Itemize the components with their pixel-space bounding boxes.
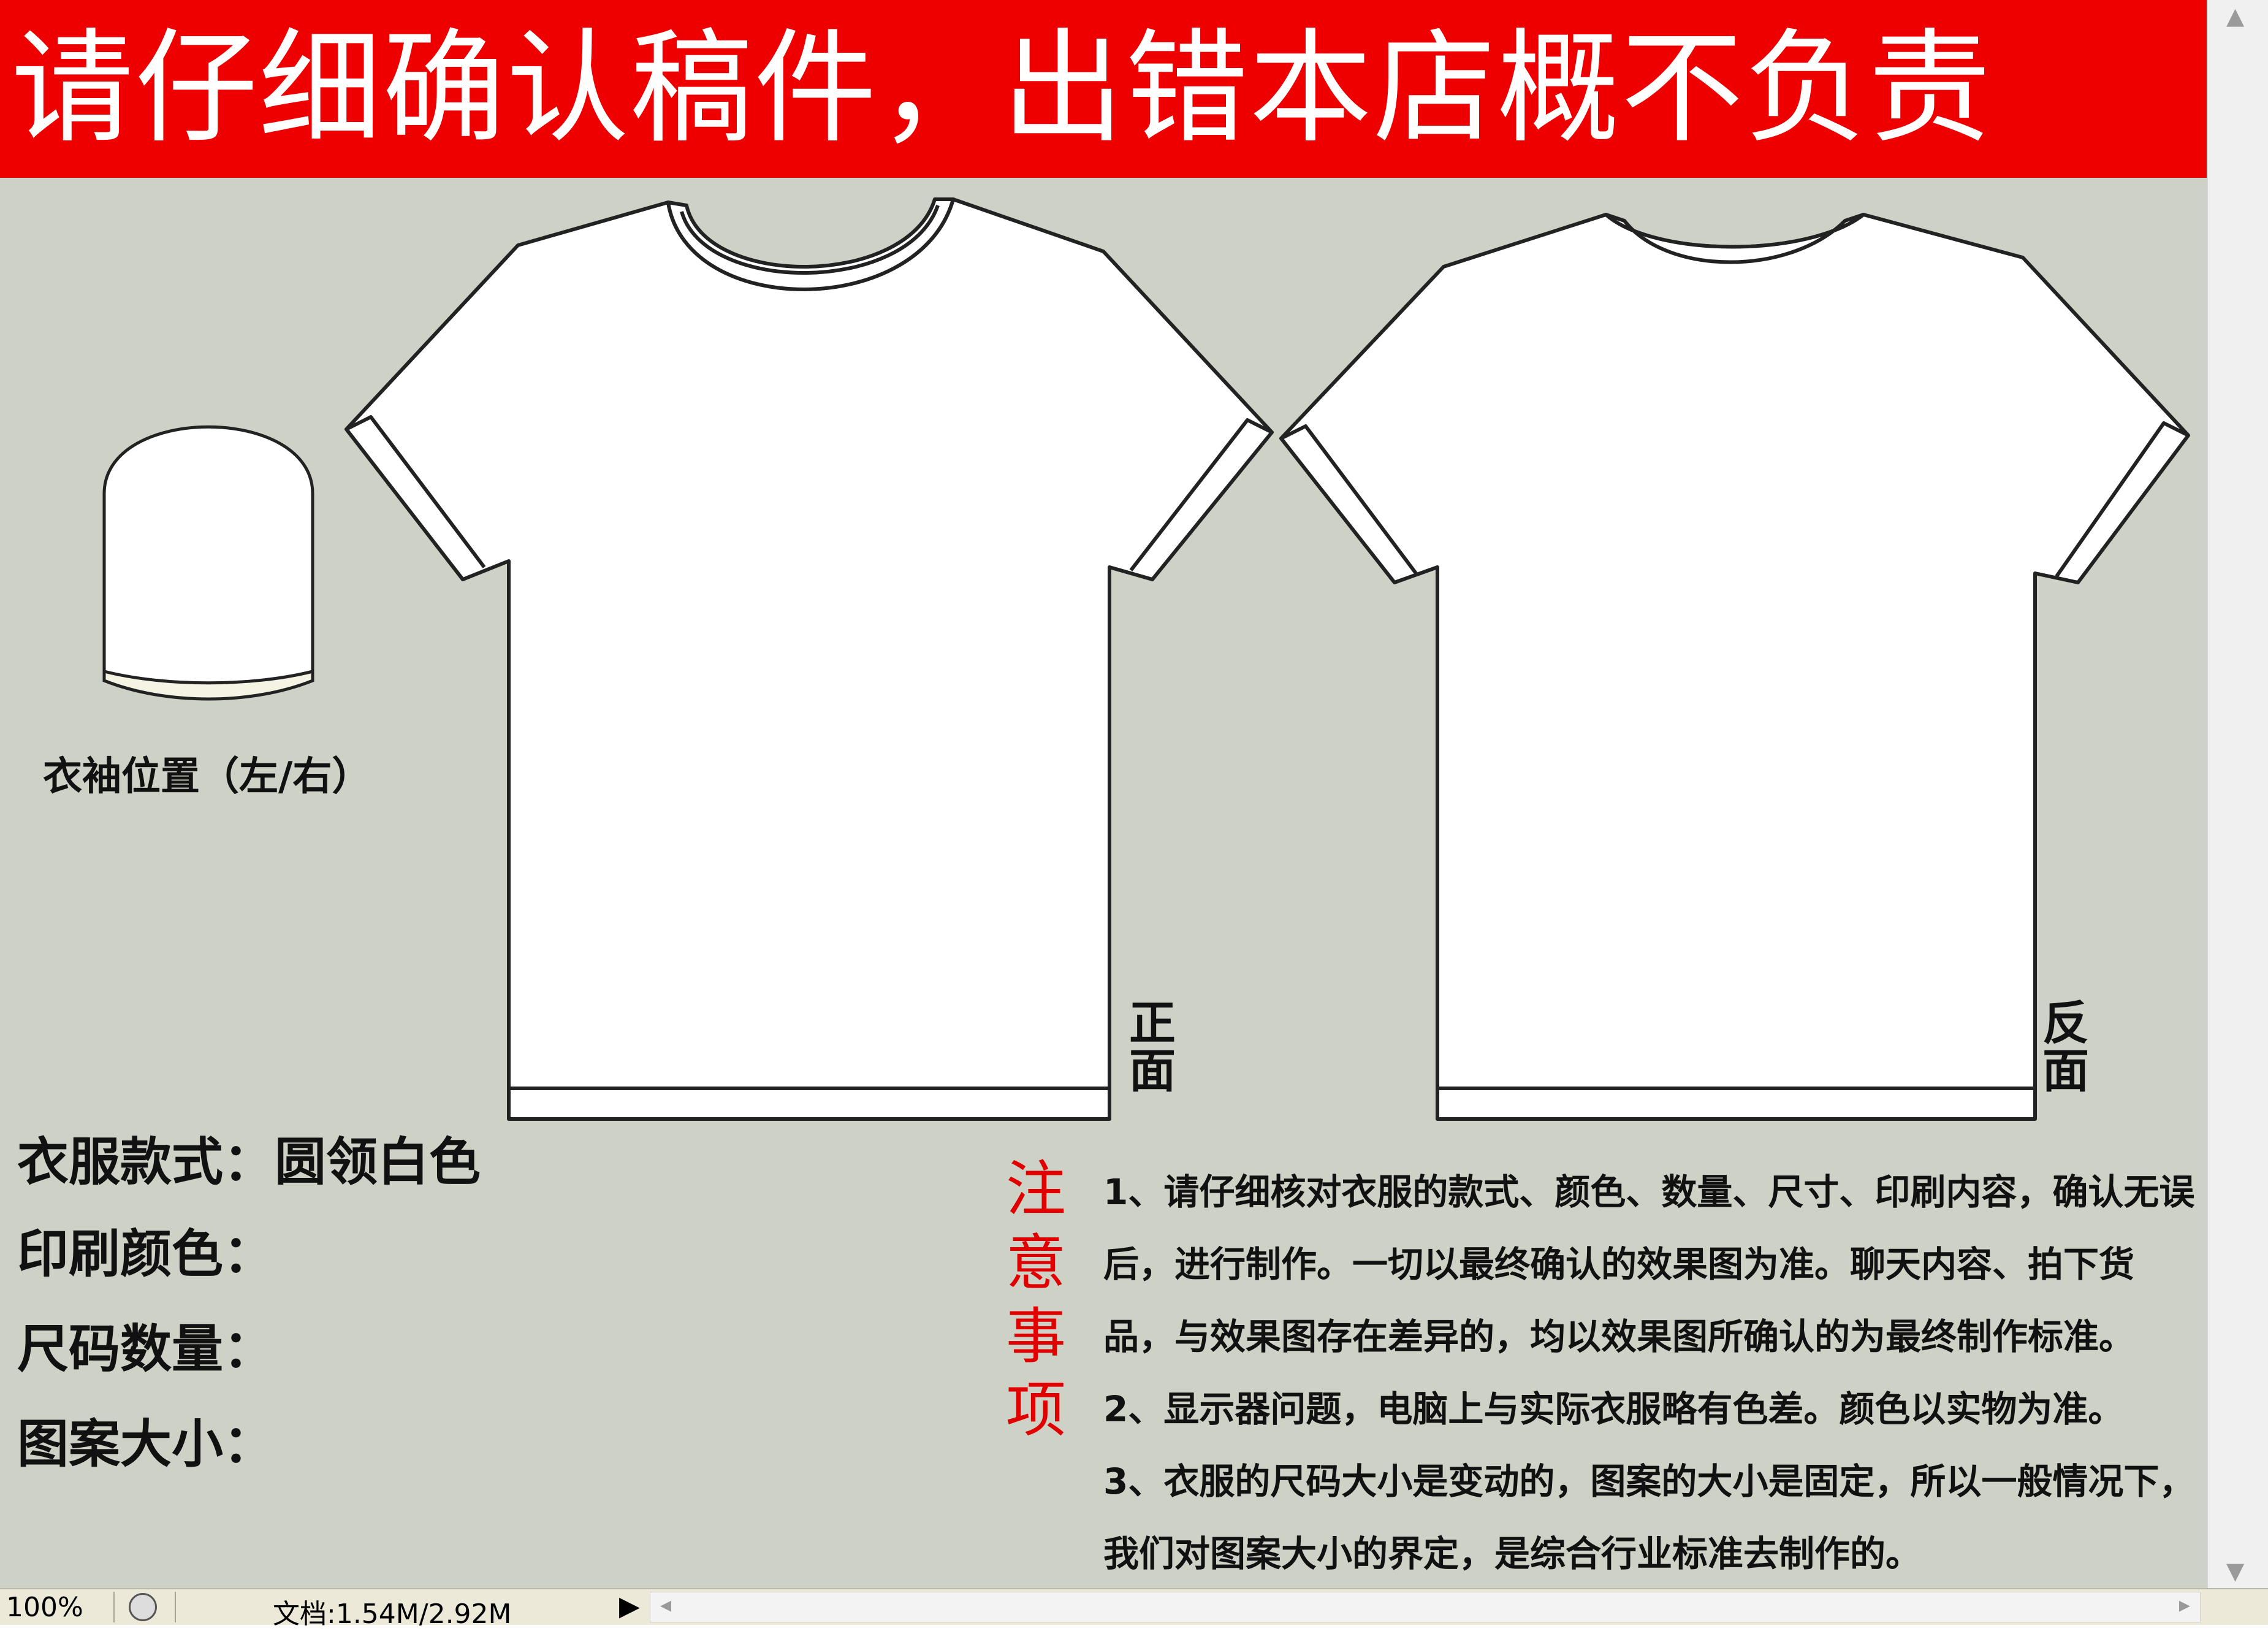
canvas: 请仔细确认稿件，出错本店概不负责 衣袖位置（左/右） 正面 反面 衣服款式：圆	[0, 0, 2207, 1588]
notice-item: 2、显示器问题，电脑上与实际衣服略有色差。颜色以实物为准。	[1103, 1388, 2124, 1430]
style-row: 衣服款式：圆领白色	[17, 1131, 481, 1193]
divider	[175, 1592, 176, 1622]
front-tshirt-outline	[344, 197, 1274, 1121]
style-value: 圆领白色	[275, 1132, 481, 1192]
warning-banner: 请仔细确认稿件，出错本店概不负责	[0, 0, 2207, 178]
status-bar: 100% 文档:1.54M/2.92M ▶ ◂ ▸	[0, 1588, 2268, 1630]
scroll-left-icon[interactable]: ◂	[660, 1592, 672, 1618]
notice-list: 1、请仔细核对衣服的款式、颜色、数量、尺寸、印刷内容，确认无误后，进行制作。一切…	[1103, 1156, 2201, 1588]
notice-item: 1、请仔细核对衣服的款式、颜色、数量、尺寸、印刷内容，确认无误后，进行制作。一切…	[1103, 1171, 2195, 1358]
back-label: 反面	[2042, 996, 2089, 1098]
scroll-down-icon[interactable]: ▼	[2226, 1557, 2245, 1584]
zoom-level[interactable]: 100%	[6, 1592, 83, 1623]
pattern-size-label: 图案大小：	[17, 1414, 275, 1474]
document-size-info: 文档:1.54M/2.92M	[273, 1599, 512, 1630]
document-info-icon[interactable]	[129, 1593, 157, 1621]
back-tshirt-outline	[1279, 213, 2190, 1121]
notice-item: 3、衣服的尺码大小是变动的，图案的大小是固定，所以一般情况下，我们对图案大小的界…	[1103, 1461, 2195, 1575]
style-label: 衣服款式：	[17, 1132, 275, 1192]
scroll-right-icon[interactable]: ▸	[2179, 1592, 2190, 1618]
sleeve-outline	[102, 425, 314, 701]
notice-title: 注意事项	[1005, 1155, 1066, 1445]
status-menu-arrow-icon[interactable]: ▶	[619, 1591, 640, 1622]
print-color-label: 印刷颜色：	[17, 1224, 275, 1284]
vertical-scrollbar[interactable]: ▲ ▼	[2207, 0, 2268, 1588]
divider	[113, 1592, 115, 1622]
sleeve-position-label: 衣袖位置（左/右）	[43, 754, 371, 800]
size-quantity-label: 尺码数量：	[17, 1319, 275, 1379]
scroll-up-icon[interactable]: ▲	[2226, 2, 2245, 29]
garment-illustrations	[102, 197, 2190, 1121]
front-label: 正面	[1129, 996, 1176, 1098]
horizontal-scrollbar[interactable]: ◂ ▸	[650, 1592, 2201, 1622]
